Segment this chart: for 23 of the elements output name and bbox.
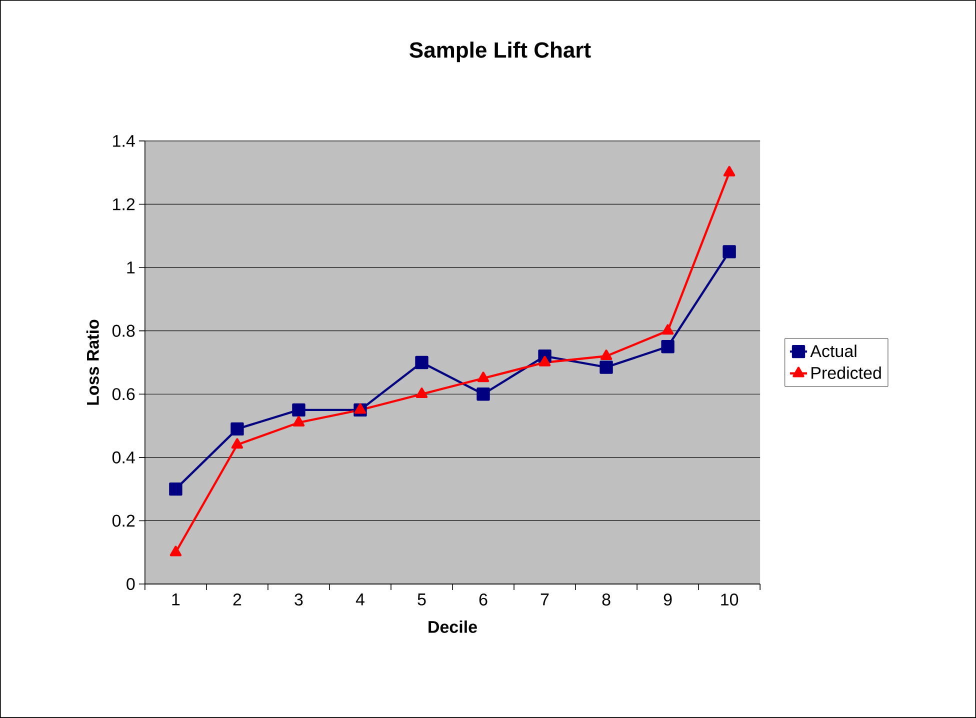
x-tick-label: 4	[356, 594, 364, 606]
y-tick-label: 0.4	[112, 451, 135, 464]
x-tick-label: 7	[540, 594, 549, 606]
x-tick-label: 9	[664, 594, 672, 606]
y-tick-label: 1.4	[113, 135, 135, 147]
x-axis-title: Decile	[428, 620, 477, 633]
y-tick-label: 0.6	[112, 388, 135, 400]
y-tick-label: 0.8	[112, 324, 135, 337]
x-tick-label: 6	[479, 594, 488, 606]
x-tick-label: 1	[172, 594, 180, 606]
legend-label: Actual	[810, 344, 856, 358]
x-tick-label: 10	[721, 594, 738, 606]
x-tick-label: 3	[294, 594, 303, 606]
y-axis-title: Loss Ratio	[86, 320, 99, 405]
y-tick-label: 0.2	[112, 514, 135, 527]
x-tick-label: 2	[233, 594, 242, 606]
y-tick-label: 1	[127, 262, 135, 274]
x-tick-label: 8	[602, 594, 610, 606]
x-tick-label: 5	[418, 594, 426, 606]
chart-title: Sample Lift Chart	[410, 42, 591, 62]
y-tick-label: 0	[126, 578, 135, 590]
y-tick-label: 1.2	[113, 198, 135, 210]
legend-label: Predicted	[812, 366, 881, 379]
